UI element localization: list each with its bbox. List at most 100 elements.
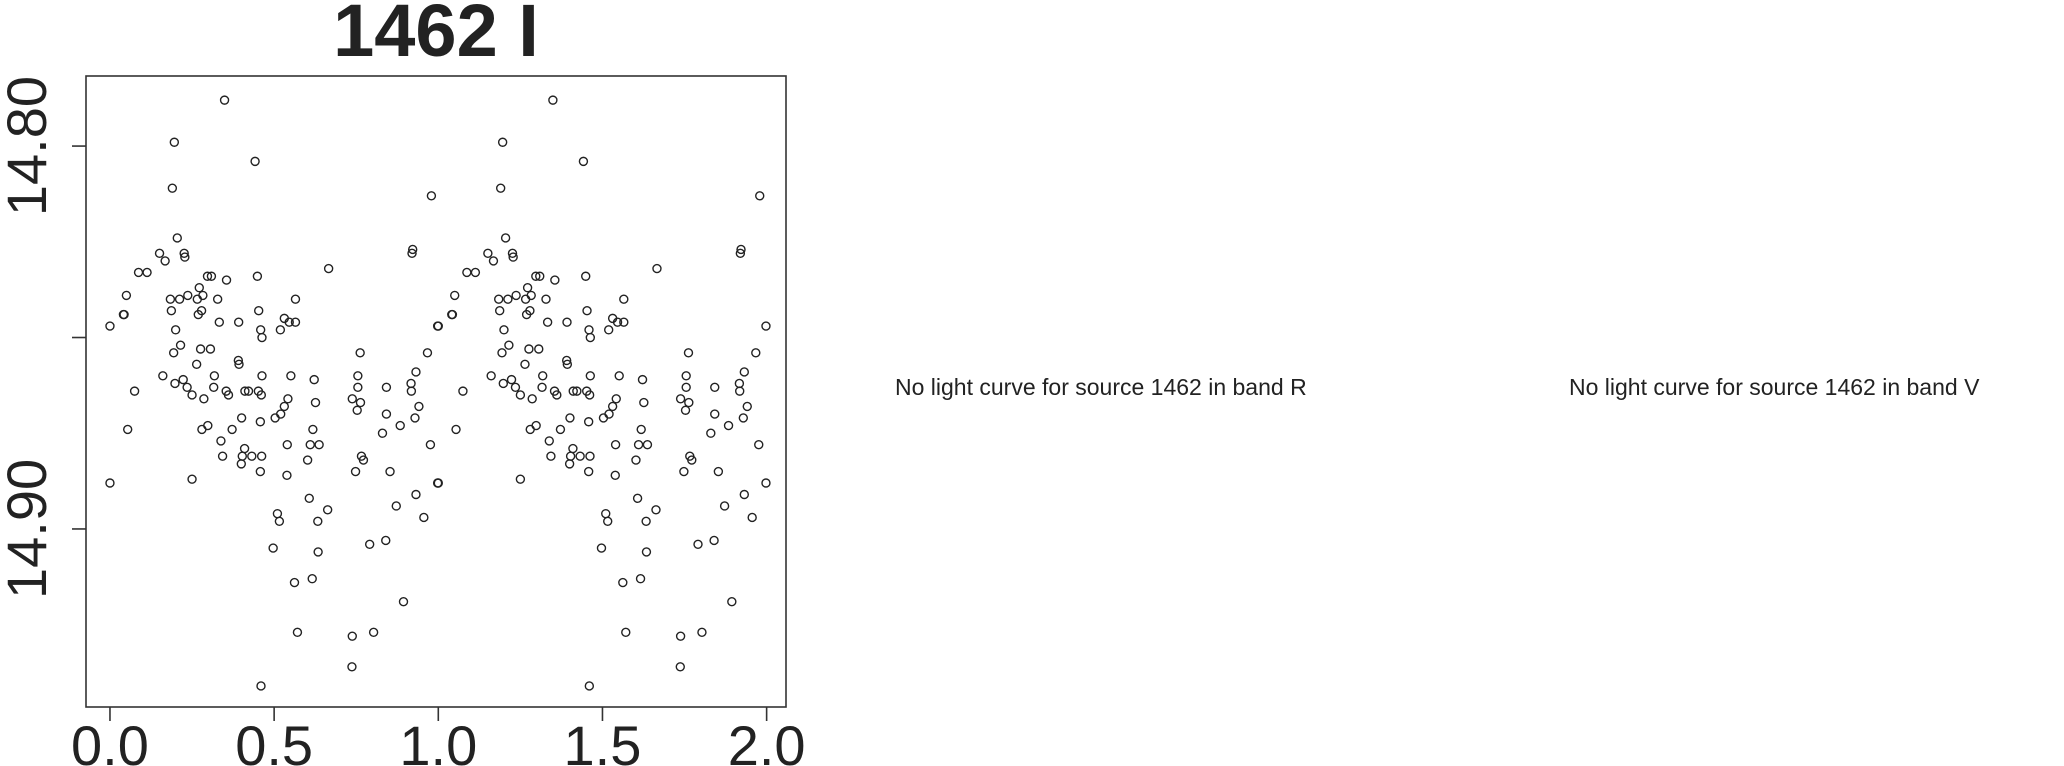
data-point xyxy=(221,275,232,285)
data-point xyxy=(355,397,366,408)
data-point xyxy=(212,294,223,304)
data-point xyxy=(191,359,202,370)
no-data-message-band-v: No light curve for source 1462 in band V xyxy=(1569,374,1980,400)
data-point xyxy=(706,428,716,438)
data-point xyxy=(537,382,547,392)
data-point xyxy=(154,248,165,258)
data-point xyxy=(631,455,641,465)
data-point xyxy=(488,256,499,266)
data-point xyxy=(160,256,170,266)
data-point xyxy=(257,371,267,381)
data-point xyxy=(447,309,458,320)
chart-title: 1462 I xyxy=(333,0,539,72)
data-point xyxy=(307,574,317,584)
data-point xyxy=(633,440,644,450)
data-point xyxy=(243,386,254,396)
data-point xyxy=(727,597,737,607)
data-point xyxy=(289,577,300,588)
data-point xyxy=(632,493,643,504)
data-point xyxy=(506,374,517,385)
data-point xyxy=(585,451,595,461)
data-point xyxy=(174,294,185,304)
data-point xyxy=(216,436,226,446)
data-point xyxy=(687,455,697,465)
data-point xyxy=(275,409,286,419)
data-point xyxy=(504,340,514,350)
data-point xyxy=(710,382,720,392)
data-point xyxy=(270,413,280,423)
data-point xyxy=(385,466,395,477)
data-point xyxy=(610,440,621,450)
y-tick-label: 14.90 xyxy=(0,459,58,599)
data-point xyxy=(355,348,365,358)
data-point xyxy=(194,283,204,293)
data-point xyxy=(641,547,652,557)
data-point xyxy=(675,631,686,641)
data-point xyxy=(483,248,493,258)
data-point xyxy=(450,290,460,301)
data-point xyxy=(198,290,208,301)
data-point xyxy=(214,317,225,327)
data-point xyxy=(693,539,703,549)
data-point xyxy=(322,505,333,515)
data-point xyxy=(192,294,203,304)
data-point xyxy=(165,294,176,304)
data-point xyxy=(582,306,592,316)
data-point xyxy=(353,382,363,392)
data-point xyxy=(761,321,771,331)
data-point xyxy=(681,371,691,381)
data-point xyxy=(565,413,575,423)
data-point xyxy=(507,248,518,258)
data-point xyxy=(612,317,623,327)
data-point xyxy=(494,306,505,316)
data-points xyxy=(105,95,771,691)
x-tick-label: 0.5 xyxy=(235,714,313,766)
data-point xyxy=(256,681,266,691)
data-point xyxy=(531,420,541,431)
data-point xyxy=(256,451,267,461)
x-tick-label: 2.0 xyxy=(728,714,806,766)
data-point xyxy=(292,627,303,638)
data-point xyxy=(604,409,614,419)
plot-frame xyxy=(85,75,787,708)
data-point xyxy=(180,252,190,262)
data-point xyxy=(520,359,530,370)
data-point xyxy=(498,378,509,389)
data-point xyxy=(499,325,509,335)
data-point xyxy=(486,371,496,381)
data-point xyxy=(603,516,613,526)
data-point xyxy=(252,271,263,281)
data-point xyxy=(508,252,518,262)
data-point xyxy=(675,394,686,404)
data-point xyxy=(761,478,771,488)
data-point xyxy=(618,577,628,588)
data-point xyxy=(581,271,591,281)
data-point xyxy=(381,409,392,419)
data-point xyxy=(395,420,405,431)
data-point xyxy=(497,348,507,358)
data-point xyxy=(544,436,554,446)
data-point xyxy=(272,508,283,519)
y-tick-label: 14.80 xyxy=(0,76,58,216)
data-point xyxy=(193,309,203,320)
data-point xyxy=(497,137,508,147)
data-point xyxy=(734,378,745,389)
data-point xyxy=(562,359,573,370)
data-point xyxy=(247,451,257,461)
no-data-message-band-r: No light curve for source 1462 in band R xyxy=(895,374,1307,400)
data-point xyxy=(641,516,651,526)
data-point xyxy=(406,378,416,389)
data-point xyxy=(538,371,548,381)
data-point xyxy=(572,386,582,396)
data-point xyxy=(256,390,267,400)
data-point xyxy=(195,344,206,354)
data-point xyxy=(526,290,536,301)
data-point xyxy=(738,413,749,423)
data-point xyxy=(552,390,562,400)
data-point xyxy=(578,156,589,167)
data-point xyxy=(239,443,250,454)
data-point xyxy=(527,394,537,404)
data-point xyxy=(314,440,324,450)
data-point xyxy=(425,440,436,450)
